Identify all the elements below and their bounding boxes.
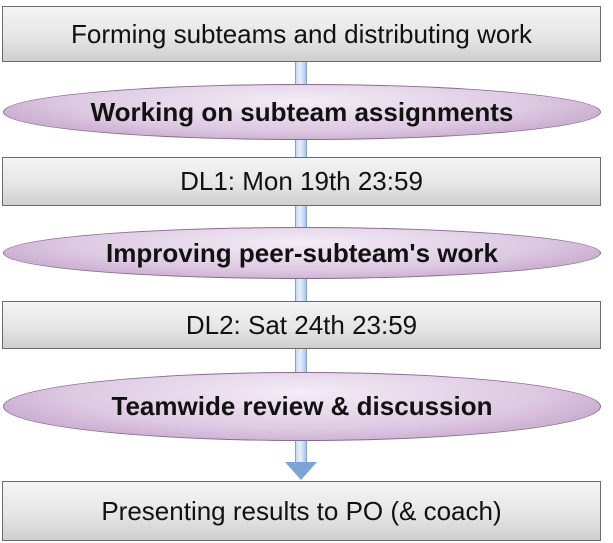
connector-5 <box>295 348 307 372</box>
connector-6 <box>295 440 307 464</box>
connector-2 <box>295 139 307 158</box>
connector-3 <box>295 205 307 227</box>
stage-label: Forming subteams and distributing work <box>71 18 532 49</box>
stage-label: DL1: Mon 19th 23:59 <box>180 166 423 196</box>
stage-ellipse-teamwide-review: Teamwide review & discussion <box>3 372 601 441</box>
stage-label: Teamwide review & discussion <box>111 391 493 421</box>
stage-ellipse-improving-peer-work: Improving peer-subteam's work <box>3 227 601 279</box>
stage-box-forming-subteams: Forming subteams and distributing work <box>2 6 601 62</box>
stage-label: Working on subteam assignments <box>90 96 514 127</box>
connector-1 <box>295 61 307 84</box>
stage-label: DL2: Sat 24th 23:59 <box>185 309 418 340</box>
stage-label: Presenting results to PO (& coach) <box>101 495 502 526</box>
stage-box-deadline-1: DL1: Mon 19th 23:59 <box>2 157 601 206</box>
stage-ellipse-working-on-assignments: Working on subteam assignments <box>3 84 601 140</box>
stage-label: Improving peer-subteam's work <box>106 237 498 268</box>
stage-box-presenting-results: Presenting results to PO (& coach) <box>2 481 601 541</box>
connector-4 <box>295 278 307 301</box>
stage-box-deadline-2: DL2: Sat 24th 23:59 <box>2 301 601 349</box>
arrow-head-icon <box>285 462 317 480</box>
